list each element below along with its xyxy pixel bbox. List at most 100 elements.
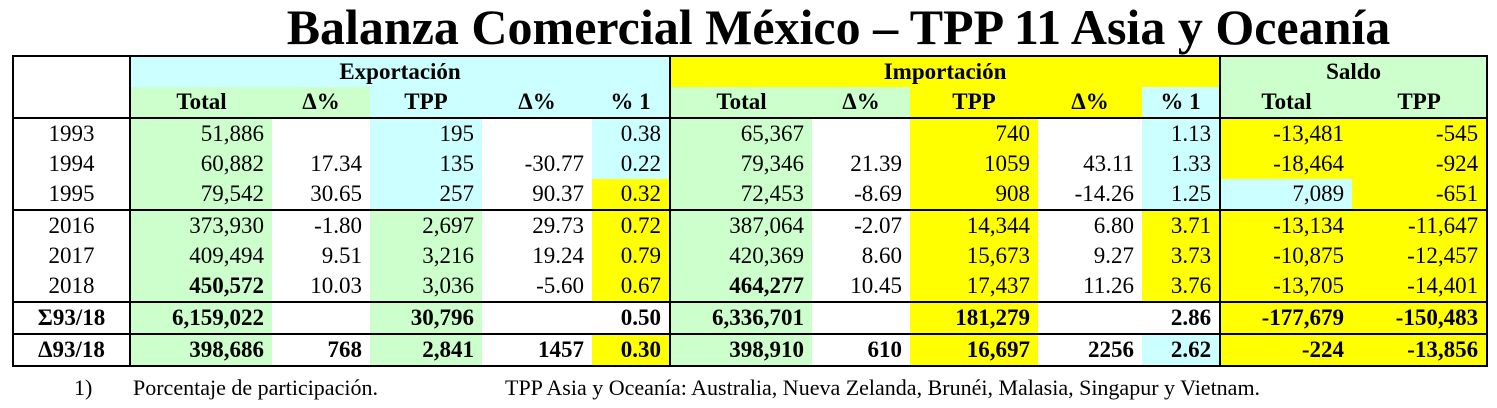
table-cell: 2256: [1038, 334, 1143, 366]
footnote-note: TPP Asia y Oceanía: Australia, Nueva Zel…: [505, 375, 1261, 400]
table-cell: -5.60: [482, 271, 592, 302]
year-cell: Δ93/18: [12, 334, 131, 366]
col-header: TPP: [910, 87, 1039, 118]
table-cell: 11.26: [1038, 271, 1143, 302]
table-cell: 3,036: [370, 271, 482, 302]
table-cell: -545: [1352, 118, 1489, 149]
corner-cell: [12, 56, 131, 118]
table-cell: 2.86: [1142, 302, 1222, 334]
table-cell: -30.77: [482, 149, 592, 179]
table-cell: 17,437: [910, 271, 1039, 302]
trade-balance-table: Exportación Importación Saldo Total Δ% T…: [12, 55, 1489, 367]
table-row-delta: Δ93/18 398,686 768 2,841 1457 0.30 398,9…: [12, 334, 1489, 366]
table-cell: 19.24: [482, 241, 592, 271]
table-cell: [812, 302, 911, 334]
year-cell: 1994: [12, 149, 131, 179]
table-cell: -150,483: [1352, 302, 1489, 334]
table-cell: 464,277: [670, 271, 813, 302]
table-cell: 30.65: [272, 179, 370, 210]
footnote-number: 1): [74, 375, 93, 400]
table-cell: 135: [370, 149, 482, 179]
table-cell: 257: [370, 179, 482, 210]
table-cell: 450,572: [130, 271, 272, 302]
table-cell: -13,134: [1220, 210, 1353, 241]
table-row: 2016 373,930 -1.80 2,697 29.73 0.72 387,…: [12, 210, 1489, 241]
table-cell: 420,369: [670, 241, 813, 271]
table-cell: 60,882: [130, 149, 272, 179]
table-cell: 1.13: [1142, 118, 1222, 149]
table-cell: 8.60: [812, 241, 911, 271]
table-cell: 9.27: [1038, 241, 1143, 271]
table-cell: 6,159,022: [130, 302, 272, 334]
table-cell: 51,886: [130, 118, 272, 149]
table-cell: 79,346: [670, 149, 813, 179]
table-cell: 10.03: [272, 271, 370, 302]
table-cell: 610: [812, 334, 911, 366]
table-cell: 1.25: [1142, 179, 1222, 210]
col-header: Total: [670, 87, 813, 118]
table-cell: 6,336,701: [670, 302, 813, 334]
col-header: TPP: [370, 87, 482, 118]
table-cell: -10,875: [1220, 241, 1353, 271]
col-header: Δ%: [812, 87, 911, 118]
year-cell: Σ93/18: [12, 302, 131, 334]
table-cell: -1.80: [272, 210, 370, 241]
group-header-exportacion: Exportación: [130, 56, 672, 87]
col-header: % 1: [1142, 87, 1222, 118]
table-cell: 2.62: [1142, 334, 1222, 366]
table-cell: 398,686: [130, 334, 272, 366]
table-cell: 9.51: [272, 241, 370, 271]
group-header-saldo: Saldo: [1220, 56, 1489, 87]
table-cell: 7,089: [1220, 179, 1353, 210]
col-header: Δ%: [272, 87, 370, 118]
table-cell: [812, 118, 911, 149]
table-cell: 2,697: [370, 210, 482, 241]
page-title: Balanza Comercial México – TPP 11 Asia y…: [286, 0, 1391, 55]
table-cell: -14,401: [1352, 271, 1489, 302]
table-cell: 2,841: [370, 334, 482, 366]
table-cell: 30,796: [370, 302, 482, 334]
table-cell: 409,494: [130, 241, 272, 271]
table-cell: 0.79: [592, 241, 672, 271]
table-cell: 1059: [910, 149, 1039, 179]
table-cell: -13,705: [1220, 271, 1353, 302]
table-cell: -2.07: [812, 210, 911, 241]
table-cell: 181,279: [910, 302, 1039, 334]
table-cell: -13,481: [1220, 118, 1353, 149]
table-cell: 43.11: [1038, 149, 1143, 179]
table-row-sum: Σ93/18 6,159,022 30,796 0.50 6,336,701 1…: [12, 302, 1489, 334]
table-cell: 17.34: [272, 149, 370, 179]
table-cell: 3,216: [370, 241, 482, 271]
table-row: 2017 409,494 9.51 3,216 19.24 0.79 420,3…: [12, 241, 1489, 271]
footnote-text: Porcentaje de participación.: [133, 375, 378, 400]
table-row: 2018 450,572 10.03 3,036 -5.60 0.67 464,…: [12, 271, 1489, 302]
table-cell: -8.69: [812, 179, 911, 210]
col-header: TPP: [1352, 87, 1489, 118]
table-row: 1995 79,542 30.65 257 90.37 0.32 72,453 …: [12, 179, 1489, 210]
table-cell: [482, 118, 592, 149]
table-cell: 15,673: [910, 241, 1039, 271]
table-cell: 398,910: [670, 334, 813, 366]
table-cell: -651: [1352, 179, 1489, 210]
col-header: Δ%: [482, 87, 592, 118]
table-cell: [1038, 302, 1143, 334]
table-cell: 0.38: [592, 118, 672, 149]
table-cell: -224: [1220, 334, 1353, 366]
table-cell: 387,064: [670, 210, 813, 241]
table-cell: 1.33: [1142, 149, 1222, 179]
table-cell: 10.45: [812, 271, 911, 302]
table-cell: 3.71: [1142, 210, 1222, 241]
table-cell: 195: [370, 118, 482, 149]
table-cell: 21.39: [812, 149, 911, 179]
table-cell: -177,679: [1220, 302, 1353, 334]
table-cell: 72,453: [670, 179, 813, 210]
table-cell: 79,542: [130, 179, 272, 210]
table-cell: 768: [272, 334, 370, 366]
table-row: 1994 60,882 17.34 135 -30.77 0.22 79,346…: [12, 149, 1489, 179]
table-cell: 3.76: [1142, 271, 1222, 302]
table-cell: 908: [910, 179, 1039, 210]
table-cell: 740: [910, 118, 1039, 149]
table-cell: 0.30: [592, 334, 672, 366]
col-header: % 1: [592, 87, 672, 118]
table-cell: 0.72: [592, 210, 672, 241]
